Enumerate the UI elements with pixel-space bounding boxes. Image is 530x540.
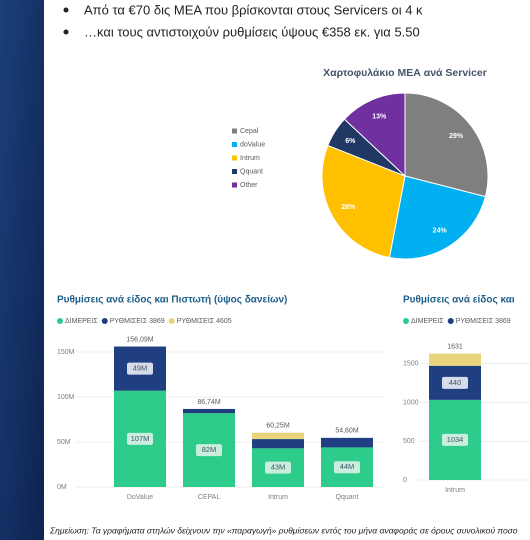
pie-slice xyxy=(321,144,406,259)
bar-segment xyxy=(183,408,235,414)
legend-swatch xyxy=(57,318,63,324)
bullet-dot xyxy=(63,29,69,35)
legend-swatch xyxy=(168,318,175,324)
value-label-box xyxy=(265,461,291,474)
y-tick-label: 150M xyxy=(57,349,75,356)
slice-label: 28% xyxy=(341,204,356,211)
y-tick-label: 500 xyxy=(403,438,415,445)
x-tick-label: Intrum xyxy=(445,487,465,494)
y-tick-label: 1500 xyxy=(403,361,419,368)
y-tick-label: 50M xyxy=(57,439,71,446)
legend-label: Cepal xyxy=(240,128,259,135)
total-label: 54,60M xyxy=(335,428,359,435)
value-label: 82M xyxy=(202,445,217,454)
legend-swatch xyxy=(101,318,108,324)
bullet-text: …και τους αντιστοιχούν ρυθμίσεις ύψους €… xyxy=(84,24,420,39)
slice-label: 24% xyxy=(433,228,448,235)
value-label-box xyxy=(442,433,468,446)
value-label-box xyxy=(127,362,153,375)
note: Σημείωση: Τα γραφήματα στηλών δείχνουν τ… xyxy=(49,525,518,535)
legend-label: ΔΙΜΕΡΕΙΣ xyxy=(65,318,98,325)
bar-segment xyxy=(252,439,304,449)
value-label-box xyxy=(442,376,468,389)
legend-label: Other xyxy=(240,182,258,189)
legend-label: Qquant xyxy=(240,168,263,175)
bullet-dot xyxy=(63,7,69,13)
legend-label: ΡΥΘΜΙΣΕΙΣ 3869 xyxy=(456,318,511,325)
total-label: 60,25M xyxy=(266,423,290,430)
slice-label: 29% xyxy=(449,133,464,140)
value-label: 49M xyxy=(133,364,148,373)
y-tick-label: 0 xyxy=(403,477,407,484)
value-label-box xyxy=(196,444,222,457)
value-label: 1034 xyxy=(447,435,464,444)
legend-label: ΡΥΘΜΙΣΕΙΣ 3869 xyxy=(110,318,165,325)
slice-label: 6% xyxy=(345,138,356,145)
legend-label: ΡΥΘΜΙΣΕΙΣ 4605 xyxy=(177,318,232,325)
y-tick-label: 1000 xyxy=(403,399,419,406)
legend-swatch xyxy=(232,155,237,161)
legend-swatch xyxy=(232,128,237,134)
x-tick-label: Qquant xyxy=(336,494,359,501)
bar-segment xyxy=(429,353,481,366)
value-label-box xyxy=(127,432,153,445)
value-label: 107M xyxy=(131,434,150,443)
value-label: 43M xyxy=(271,463,286,472)
legend-label: Intrum xyxy=(240,155,260,162)
bar-segment xyxy=(252,432,304,440)
chart-title: Χαρτοφυλάκιο ΜΕΑ ανά Servicer xyxy=(323,67,487,79)
legend-label: doValue xyxy=(240,141,265,148)
legend-swatch xyxy=(232,142,237,147)
value-label: 44M xyxy=(340,462,355,471)
value-label-box xyxy=(334,461,360,474)
total-label: 86,74M xyxy=(197,399,221,406)
legend-swatch xyxy=(232,169,237,174)
bar-segment xyxy=(321,437,373,448)
pie-slice xyxy=(404,92,489,198)
pie-slice xyxy=(343,92,406,178)
y-tick-label: 0M xyxy=(57,484,67,491)
total-label: 156,09M xyxy=(126,336,153,343)
legend-label: ΔΙΜΕΡΕΙΣ xyxy=(411,318,444,325)
total-label: 1631 xyxy=(447,343,463,350)
legend-swatch xyxy=(447,318,454,324)
legend-swatch xyxy=(403,318,409,324)
chart-title: Ρυθμίσεις ανά είδος και Πιστωτή (ύψος δα… xyxy=(57,295,287,306)
slice-label: 13% xyxy=(372,113,387,120)
chart-title: Ρυθμίσεις ανά είδος και xyxy=(403,295,515,306)
y-tick-label: 100M xyxy=(57,394,75,401)
bullet-text: Από τα €70 δις ΜΕΑ που βρίσκονται στους … xyxy=(84,2,423,17)
value-label: 440 xyxy=(449,378,462,387)
pie-slice xyxy=(388,175,487,260)
legend-swatch xyxy=(232,182,237,188)
x-tick-label: CEPAL xyxy=(198,494,221,501)
side-band xyxy=(0,0,44,540)
x-tick-label: DoValue xyxy=(127,494,153,501)
x-tick-label: Intrum xyxy=(268,494,288,501)
